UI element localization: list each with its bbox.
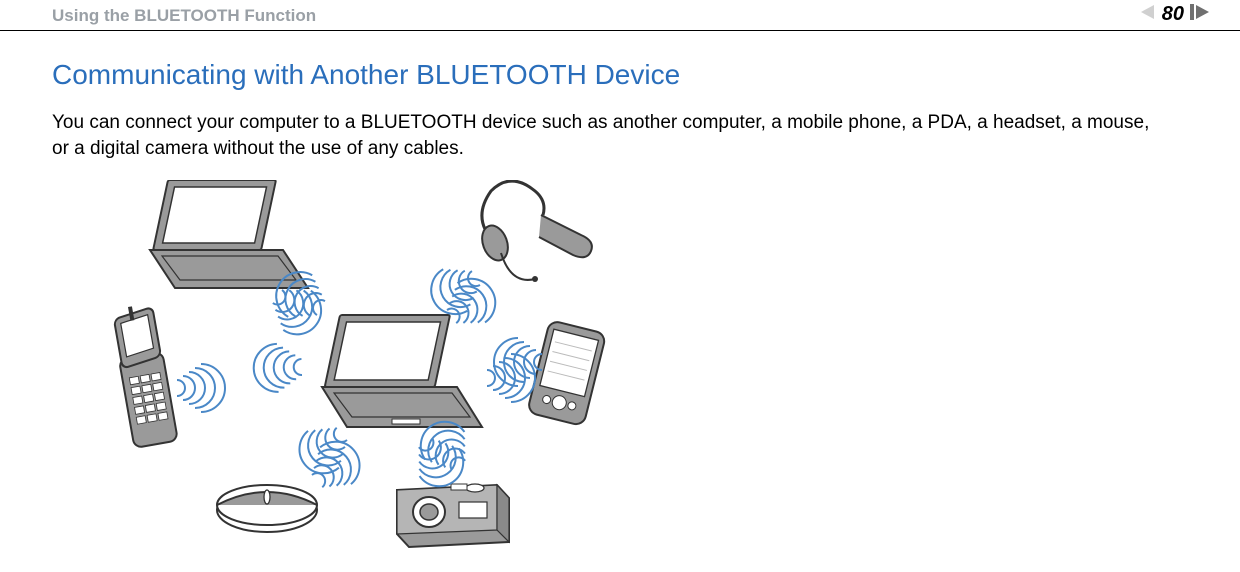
- pda-icon: [527, 320, 606, 426]
- page-heading: Communicating with Another BLUETOOTH Dev…: [52, 59, 1188, 91]
- bluetooth-diagram: [102, 180, 1188, 555]
- page-header: Using the BLUETOOTH Function 80: [0, 0, 1240, 31]
- laptop-center-icon: [322, 315, 482, 427]
- camera-icon: [397, 484, 509, 547]
- body-paragraph: You can connect your computer to a BLUET…: [52, 110, 1152, 161]
- phone-icon: [110, 303, 178, 449]
- content-area: Communicating with Another BLUETOOTH Dev…: [0, 31, 1240, 555]
- page-number: 80: [1162, 3, 1184, 26]
- mouse-icon: [217, 485, 317, 532]
- next-page-icon[interactable]: [1190, 4, 1212, 25]
- prev-page-icon[interactable]: [1140, 4, 1156, 25]
- headset-icon: [478, 181, 592, 282]
- section-title: Using the BLUETOOTH Function: [52, 6, 316, 26]
- page-nav: 80: [1140, 3, 1212, 26]
- laptop-other-icon: [150, 180, 308, 288]
